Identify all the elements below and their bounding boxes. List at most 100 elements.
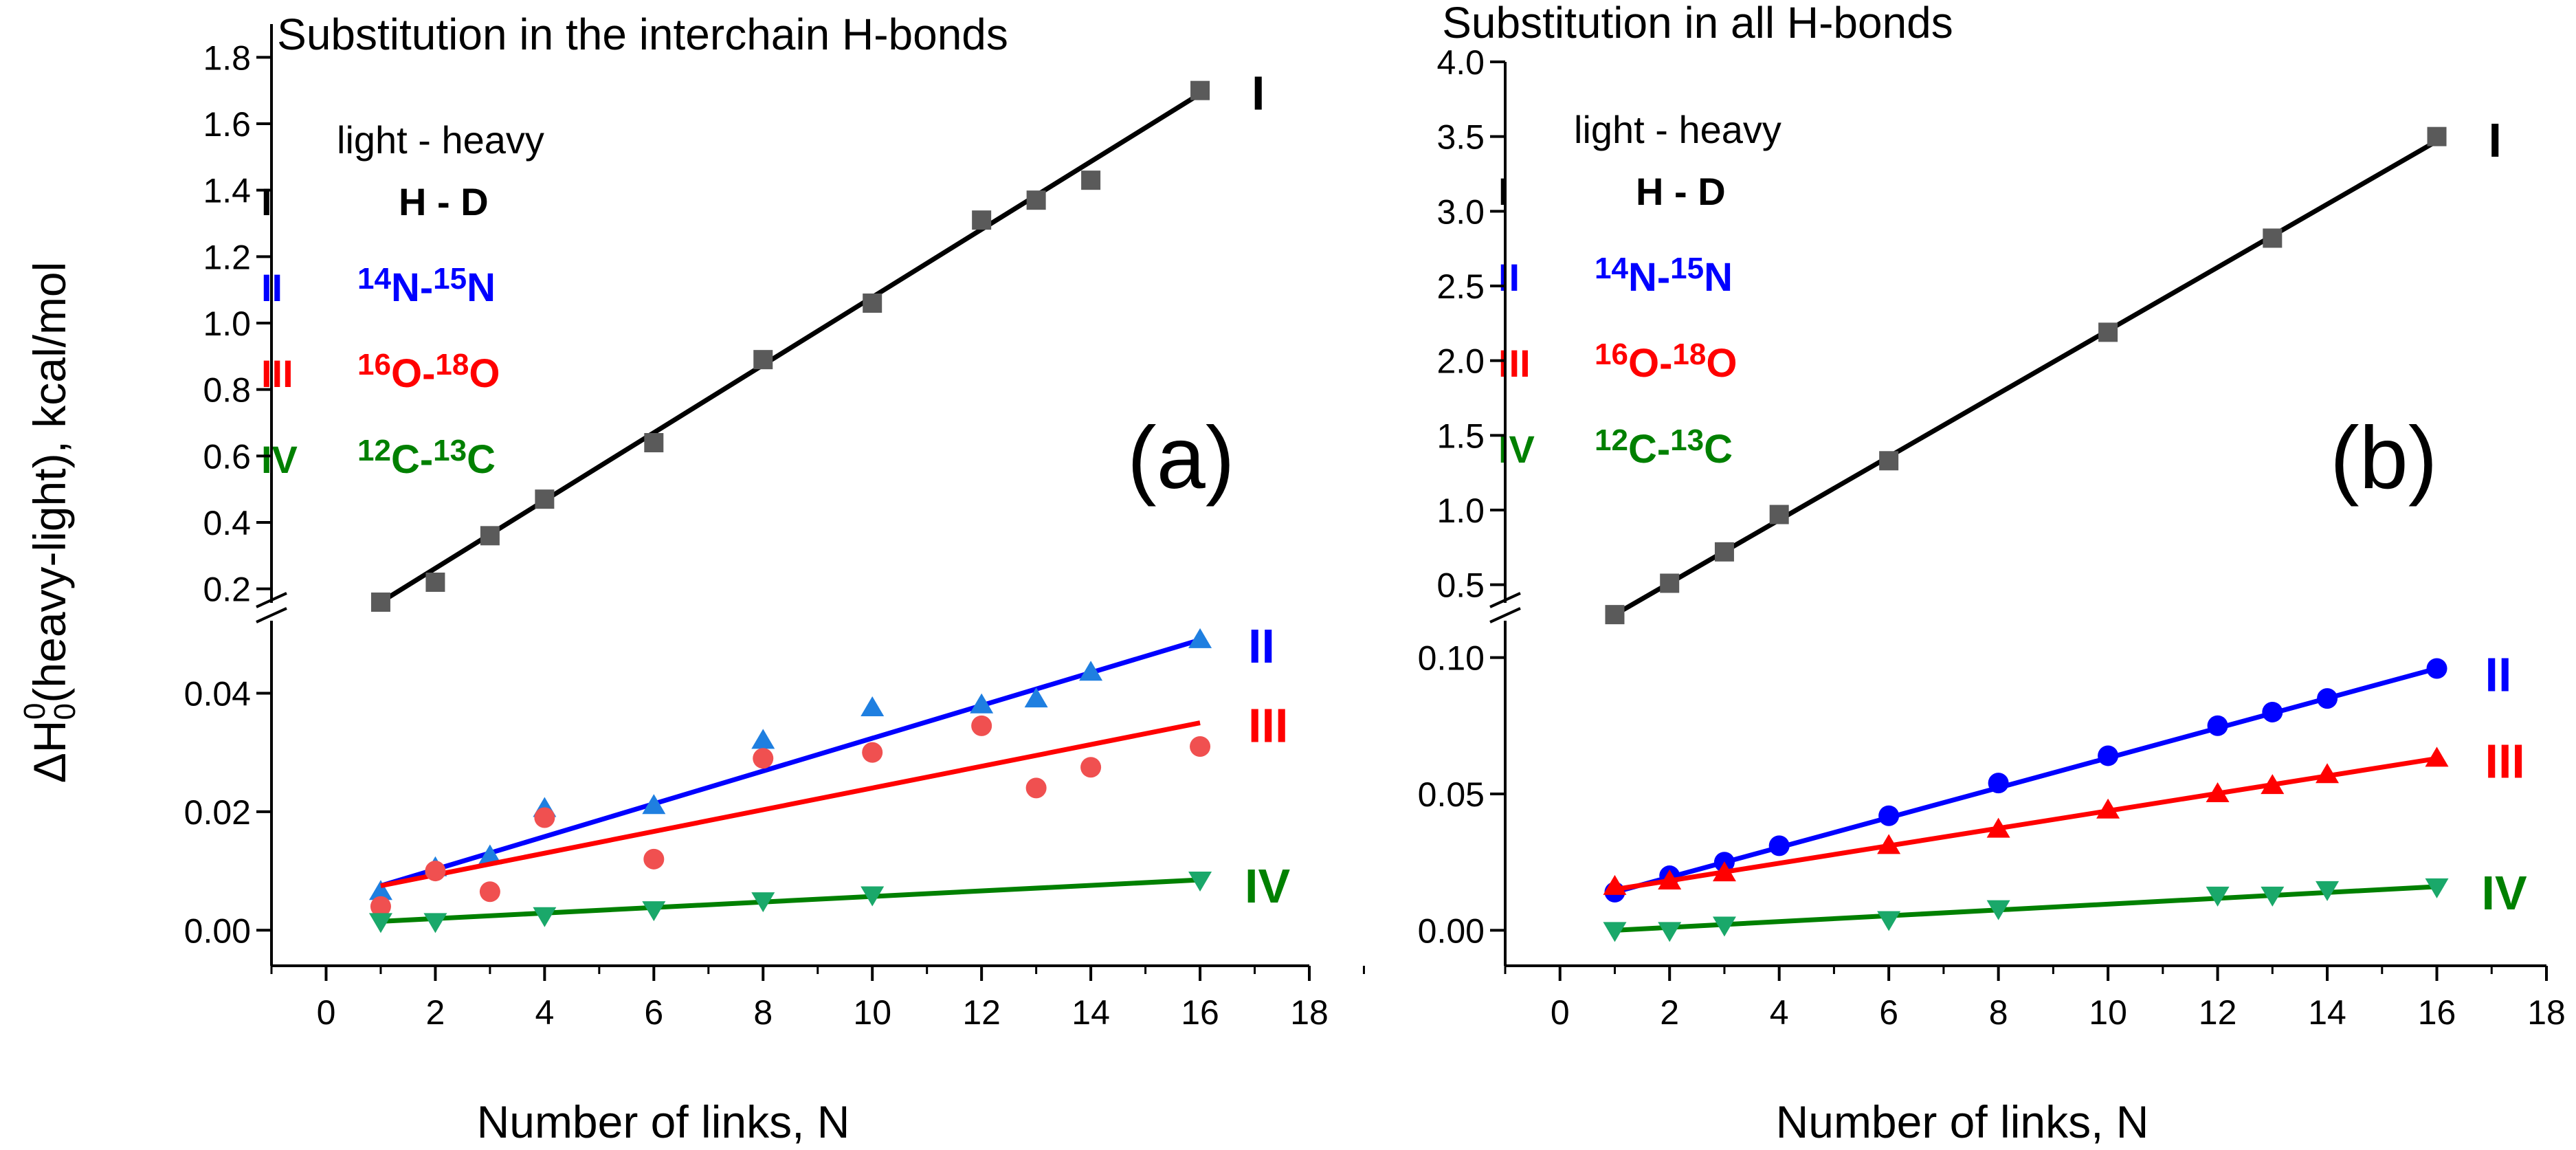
panel-a-legend-roman-iii: III	[261, 352, 293, 395]
panel-a-series-iii-point	[479, 881, 500, 903]
panel-b-legend-isotopes-iii: 16O-18O	[1595, 338, 1737, 386]
panel-b-x-tick-label: 8	[1989, 993, 2008, 1032]
panel-b-legend-pair: H - D	[1636, 170, 1726, 213]
panel-b-series-i-point	[2427, 126, 2447, 146]
panel-b-legend-heading: light - heavy	[1574, 108, 1781, 151]
panel-b-series-ii-label: II	[2485, 648, 2512, 701]
panel-a-upper-y-tick-label: 1.8	[203, 38, 251, 77]
panel-b-x-tick-label: 0	[1551, 993, 1570, 1032]
panel-a-series-ii-point	[751, 729, 775, 749]
panel-b-lower-y-tick-label: 0.05	[1418, 775, 1485, 814]
panel-a-series-i-fit-line	[379, 91, 1201, 604]
panel-b-upper-y-tick-label: 3.0	[1436, 192, 1485, 231]
panel-a-axis-break-mark	[256, 607, 287, 623]
panel-a-upper-y-tick-label: 1.4	[203, 172, 251, 210]
panel-b-x-tick-label: 18	[2527, 993, 2566, 1032]
panel-b-series-iii-point	[2316, 763, 2340, 784]
panel-b-series-i-point	[1879, 451, 1899, 471]
panel-a-legend-pair: H - D	[399, 180, 489, 223]
panel-a-upper-y-tick-label: 1.0	[203, 305, 251, 343]
panel-a-series-iv-point	[533, 907, 557, 927]
panel-a-series-iii-point	[971, 715, 992, 736]
y-axis-label: ΔH00(heavy-light), kcal/mol	[18, 262, 82, 784]
panel-a-lower-y-tick-label: 0.02	[184, 793, 251, 832]
panel-b-lower-y-tick-label: 0.00	[1418, 911, 1485, 950]
panel-b-title: Substitution in all H-bonds	[1442, 0, 1953, 47]
panel-a-series-i-point	[972, 210, 992, 230]
panel-b-upper-y-tick-label: 2.5	[1436, 267, 1485, 306]
panel-a-upper-y-tick-label: 0.8	[203, 371, 251, 410]
panel-b-series-iii-point	[2425, 747, 2449, 767]
panel-b-x-tick-label: 10	[2089, 993, 2127, 1032]
panel-a-x-tick-label: 18	[1290, 993, 1329, 1032]
panel-a-upper-y-tick-label: 0.6	[203, 437, 251, 476]
panel-b-series-iv-point	[1712, 916, 1736, 937]
panel-a-x-tick-label: 4	[535, 993, 554, 1032]
panel-b-legend-roman-iii: III	[1498, 342, 1531, 385]
panel-a-legend-isotopes-iv: 12C-13C	[357, 434, 496, 482]
panel-a-x-tick-label: 8	[753, 993, 773, 1032]
panel-b-x-tick-label: 14	[2308, 993, 2346, 1032]
panel-a-series-i-point	[425, 573, 445, 592]
panel-a-series-i-point	[370, 593, 390, 612]
panel-b-series-iii-point	[2096, 798, 2120, 819]
panel-b-lower-y-tick-label: 0.10	[1418, 639, 1485, 678]
panel-b-tag: (b)	[2330, 409, 2437, 507]
panel-b-series-iv-point	[1658, 922, 1682, 942]
panel-a-axis-break-mark	[256, 592, 287, 608]
panel-a-x-tick-label: 14	[1072, 993, 1110, 1032]
panel-a-series-iii-point	[862, 742, 883, 763]
panel-b-legend-roman-ii: II	[1498, 256, 1520, 299]
panel-a-series-i-point	[753, 350, 773, 370]
panel-b-series-iv-point	[2206, 886, 2230, 907]
panel-a-series-iv-point	[368, 913, 392, 933]
panel-b-series-i-label: I	[2489, 113, 2502, 167]
panel-b-series-ii-point	[1768, 835, 1790, 856]
panel-a-series-iii-fit-line	[380, 720, 1201, 889]
panel-b-series-iv-point	[2316, 881, 2340, 901]
panel-a-x-tick-label: 12	[962, 993, 1001, 1032]
panel-a-upper-y-tick-label: 1.6	[203, 105, 251, 144]
panel-b-x-tick-label: 2	[1660, 993, 1679, 1032]
panel-a-series-i-point	[1081, 170, 1101, 190]
panel-a-x-tick-label: 10	[853, 993, 891, 1032]
panel-b-series-i-point	[1714, 542, 1734, 562]
panel-a-x-tick-label: 2	[426, 993, 445, 1032]
panel-b-series-iii-fit-line	[1614, 755, 2438, 892]
panel-a-series-iv-point	[1188, 872, 1212, 892]
panel-a-series-ii-fit-line	[379, 637, 1201, 888]
panel-b-series-iii-point	[1986, 817, 2010, 838]
panel-a-series-iii-point	[643, 848, 665, 870]
panel-b-series-i-point	[1769, 505, 1789, 524]
panel-b-x-axis-label: Number of links, N	[1776, 1096, 2149, 1147]
panel-b-series-ii-point	[2207, 715, 2228, 736]
panel-a-series-iii-point	[534, 807, 555, 828]
panel-b-series-ii-point	[1988, 773, 2009, 794]
panel-a-series-i-point	[535, 489, 555, 509]
panel-a-upper-y-tick-label: 0.2	[203, 571, 251, 609]
panel-a-series-i-label: I	[1252, 67, 1265, 120]
panel-b-series-i-point	[2263, 228, 2283, 248]
panel-b-series-i-point	[1605, 605, 1625, 625]
panel-b-series-iii-label: III	[2485, 734, 2525, 788]
panel-a-series-i-point	[480, 526, 500, 546]
panel-b-series-i-fit-line	[1613, 139, 2439, 617]
panel-a-series-ii-point	[970, 693, 994, 714]
panel-a: Substitution in the interchain H-bonds N…	[184, 10, 1365, 1147]
panel-a-series-iv-point	[423, 913, 447, 933]
panel-b-series-ii-point	[2426, 658, 2447, 679]
panel-a-series-iii-point	[1025, 777, 1047, 799]
panel-b-series-iv-label: IV	[2482, 866, 2527, 920]
panel-b-series-ii-point	[2262, 701, 2283, 722]
panel-b-series-iii-point	[2206, 782, 2230, 802]
panel-a-legend-roman-iv: IV	[261, 438, 298, 481]
panel-b-axis-break-mark	[1489, 592, 1521, 608]
panel-a-series-ii-point	[1188, 628, 1212, 648]
panel-a-series-iv-point	[751, 892, 775, 913]
panel-a-series-i-point	[863, 294, 882, 313]
panel-b-legend-isotopes-iv: 12C-13C	[1595, 423, 1733, 472]
panel-b-series-iii-point	[1658, 869, 1682, 889]
panel-b-legend-roman-i: I	[1498, 170, 1509, 213]
